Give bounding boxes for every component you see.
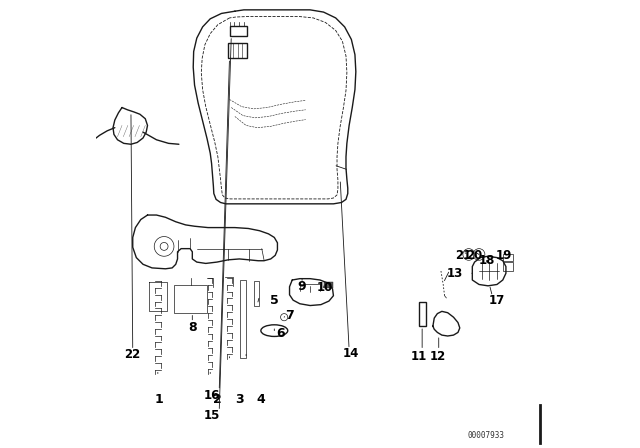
Text: 18: 18 <box>479 254 495 267</box>
Text: 19: 19 <box>495 249 512 262</box>
Bar <box>503 262 513 271</box>
Text: 3: 3 <box>235 393 244 406</box>
Text: 10: 10 <box>316 281 333 294</box>
Bar <box>253 281 259 306</box>
Text: 00007933: 00007933 <box>467 431 504 440</box>
Text: 4: 4 <box>257 393 265 406</box>
Text: 11: 11 <box>410 349 427 363</box>
Bar <box>324 282 333 288</box>
Text: 20: 20 <box>467 249 483 262</box>
Text: 8: 8 <box>188 321 196 335</box>
Text: 16: 16 <box>204 388 220 402</box>
Text: 5: 5 <box>270 293 278 307</box>
Text: 13: 13 <box>446 267 463 280</box>
Text: 1: 1 <box>154 393 163 406</box>
Bar <box>174 285 207 313</box>
Text: 15: 15 <box>204 409 220 422</box>
Bar <box>240 280 246 358</box>
Text: 2: 2 <box>212 393 221 406</box>
Text: 12: 12 <box>429 349 446 363</box>
Text: 9: 9 <box>298 280 307 293</box>
Text: 14: 14 <box>343 347 360 361</box>
Bar <box>503 254 513 261</box>
Text: 22: 22 <box>125 348 141 362</box>
Text: 17: 17 <box>489 293 505 307</box>
Text: 21: 21 <box>455 249 472 262</box>
Text: 7: 7 <box>285 309 294 323</box>
Text: 6: 6 <box>276 327 285 340</box>
Bar <box>230 26 246 36</box>
Bar <box>419 302 426 326</box>
Bar <box>228 43 247 58</box>
